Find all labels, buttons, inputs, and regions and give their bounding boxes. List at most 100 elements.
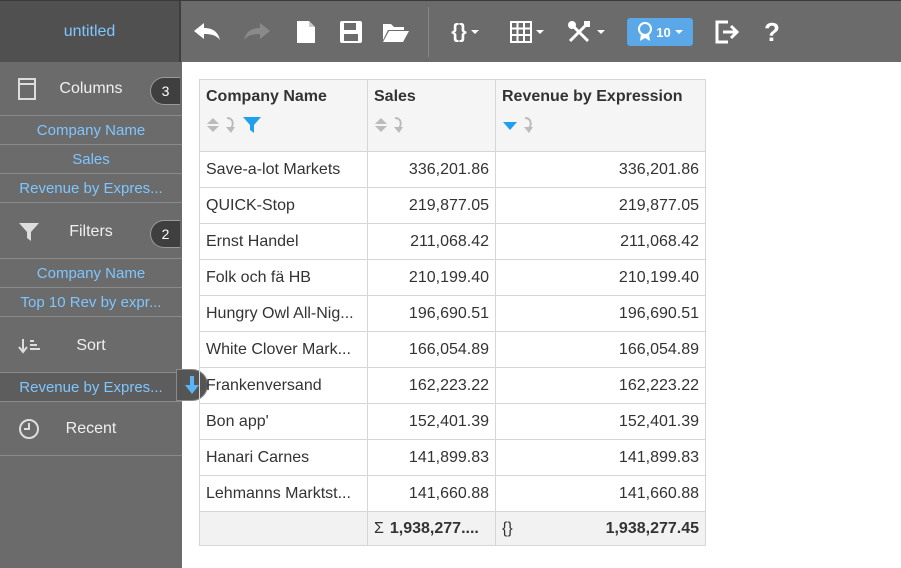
revenue-cell: 166,054.89 xyxy=(495,331,706,368)
sales-total: 1,938,277.... xyxy=(389,519,479,537)
company-name-cell: Folk och fä HB xyxy=(199,259,368,296)
filters-count-badge: 2 xyxy=(150,220,180,248)
filters-label: Filters xyxy=(69,222,113,240)
revenue-cell: 336,201.86 xyxy=(495,151,706,188)
sidebar-recent-header[interactable]: Recent xyxy=(0,402,182,456)
sort-descending-icon[interactable] xyxy=(502,118,518,132)
clock-icon xyxy=(18,402,40,456)
table-body: Save-a-lot Markets 336,201.86 336,201.86 QU… xyxy=(199,151,706,512)
move-icon[interactable] xyxy=(224,116,238,134)
report-title[interactable]: untitled xyxy=(0,1,181,63)
sidebar-columns-header[interactable]: Columns 3 xyxy=(0,62,182,116)
recent-label: Recent xyxy=(65,419,117,437)
toolbar-separator xyxy=(428,7,429,57)
arrow-down-icon xyxy=(185,376,199,394)
sidebar-filters-header[interactable]: Filters 2 xyxy=(0,205,182,259)
revenue-cell: 141,899.83 xyxy=(495,439,706,476)
chevron-down-icon xyxy=(674,30,683,34)
sort-toggle-icon[interactable] xyxy=(374,117,388,133)
award-icon xyxy=(638,22,653,41)
table-row[interactable]: Hanari Carnes 141,899.83 141,899.83 xyxy=(199,439,706,476)
top-n-value: 10 xyxy=(656,24,671,40)
sort-toggle-icon[interactable] xyxy=(206,117,220,133)
table-row[interactable]: Bon app' 152,401.39 152,401.39 xyxy=(199,403,706,440)
help-icon[interactable]: ? xyxy=(764,16,780,47)
sales-cell: 152,401.39 xyxy=(367,403,496,440)
chevron-down-icon xyxy=(597,30,605,34)
move-icon[interactable] xyxy=(522,116,536,134)
chevron-down-icon xyxy=(470,30,479,34)
sales-cell: 141,660.88 xyxy=(367,475,496,512)
company-name-cell: Ernst Handel xyxy=(199,223,368,260)
move-icon[interactable] xyxy=(392,116,406,134)
columns-count-badge: 3 xyxy=(150,77,180,105)
filter-item-top-10[interactable]: Top 10 Rev by expr... xyxy=(0,288,182,317)
sidebar: Columns 3 Company Name Sales Revenue by … xyxy=(0,62,182,568)
table-menu[interactable] xyxy=(506,15,548,49)
sales-cell: 336,201.86 xyxy=(367,151,496,188)
revenue-total: 1,938,277.45 xyxy=(605,519,699,537)
column-header-company-name[interactable]: Company Name xyxy=(199,79,368,152)
revenue-cell: 210,199.40 xyxy=(495,259,706,296)
tools-menu[interactable] xyxy=(564,15,608,49)
column-item-company-name[interactable]: Company Name xyxy=(0,116,182,145)
columns-label: Columns xyxy=(59,79,123,97)
toolbar: untitled {} xyxy=(0,0,901,63)
expression-menu[interactable]: {} xyxy=(444,15,486,49)
results-table: Company Name Sales Revenue by Expre xyxy=(199,79,706,546)
company-name-cell: Bon app' xyxy=(199,403,368,440)
sort-label: Sort xyxy=(76,336,106,354)
redo-icon[interactable] xyxy=(240,15,274,49)
top-n-menu[interactable]: 10 xyxy=(626,15,694,49)
braces-icon: {} xyxy=(451,20,467,43)
table-icon xyxy=(510,21,532,43)
revenue-cell: 196,690.51 xyxy=(495,295,706,332)
totals-empty-cell xyxy=(199,511,368,546)
revenue-total-cell: {} 1,938,277.45 xyxy=(495,511,706,546)
column-item-revenue[interactable]: Revenue by Expres... xyxy=(0,174,182,203)
undo-icon[interactable] xyxy=(190,15,224,49)
company-name-cell: Save-a-lot Markets xyxy=(199,151,368,188)
company-name-cell: White Clover Mark... xyxy=(199,331,368,368)
table-row[interactable]: Frankenversand 162,223.22 162,223.22 xyxy=(199,367,706,404)
revenue-cell: 162,223.22 xyxy=(495,367,706,404)
filter-active-icon[interactable] xyxy=(242,116,262,134)
exit-icon[interactable] xyxy=(712,15,742,49)
revenue-cell: 211,068.42 xyxy=(495,223,706,260)
company-name-cell: Hanari Carnes xyxy=(199,439,368,476)
open-folder-icon[interactable] xyxy=(380,15,412,49)
company-name-cell: Frankenversand xyxy=(199,367,368,404)
column-header-sales[interactable]: Sales xyxy=(367,79,496,152)
table-row[interactable]: Hungry Owl All-Nig... 196,690.51 196,690.5… xyxy=(199,295,706,332)
sigma-icon: Σ xyxy=(374,519,384,537)
table-row[interactable]: Folk och fä HB 210,199.40 210,199.40 xyxy=(199,259,706,296)
sales-cell: 166,054.89 xyxy=(367,331,496,368)
save-icon[interactable] xyxy=(336,15,366,49)
sales-cell: 211,068.42 xyxy=(367,223,496,260)
table-row[interactable]: Lehmanns Marktst... 141,660.88 141,660.88 xyxy=(199,475,706,512)
revenue-cell: 141,660.88 xyxy=(495,475,706,512)
column-item-sales[interactable]: Sales xyxy=(0,145,182,174)
filter-item-company-name[interactable]: Company Name xyxy=(0,259,182,288)
table-row[interactable]: Save-a-lot Markets 336,201.86 336,201.86 xyxy=(199,151,706,188)
sales-cell: 162,223.22 xyxy=(367,367,496,404)
sales-cell: 196,690.51 xyxy=(367,295,496,332)
sort-item-revenue[interactable]: Revenue by Expres... xyxy=(0,373,182,402)
company-name-cell: QUICK-Stop xyxy=(199,187,368,224)
table-row[interactable]: White Clover Mark... 166,054.89 166,054.89 xyxy=(199,331,706,368)
company-name-cell: Hungry Owl All-Nig... xyxy=(199,295,368,332)
tools-icon xyxy=(568,21,590,43)
column-header-revenue[interactable]: Revenue by Expression xyxy=(495,79,706,152)
sales-cell: 219,877.05 xyxy=(367,187,496,224)
braces-icon: {} xyxy=(502,520,513,537)
table-row[interactable]: QUICK-Stop 219,877.05 219,877.05 xyxy=(199,187,706,224)
new-document-icon[interactable] xyxy=(292,15,320,49)
table-row[interactable]: Ernst Handel 211,068.42 211,068.42 xyxy=(199,223,706,260)
sales-total-cell: Σ 1,938,277.... xyxy=(367,511,496,546)
revenue-cell: 152,401.39 xyxy=(495,403,706,440)
revenue-cell: 219,877.05 xyxy=(495,187,706,224)
sidebar-sort-header[interactable]: Sort xyxy=(0,319,182,373)
sort-icon xyxy=(18,319,42,373)
chevron-down-icon xyxy=(536,30,544,34)
